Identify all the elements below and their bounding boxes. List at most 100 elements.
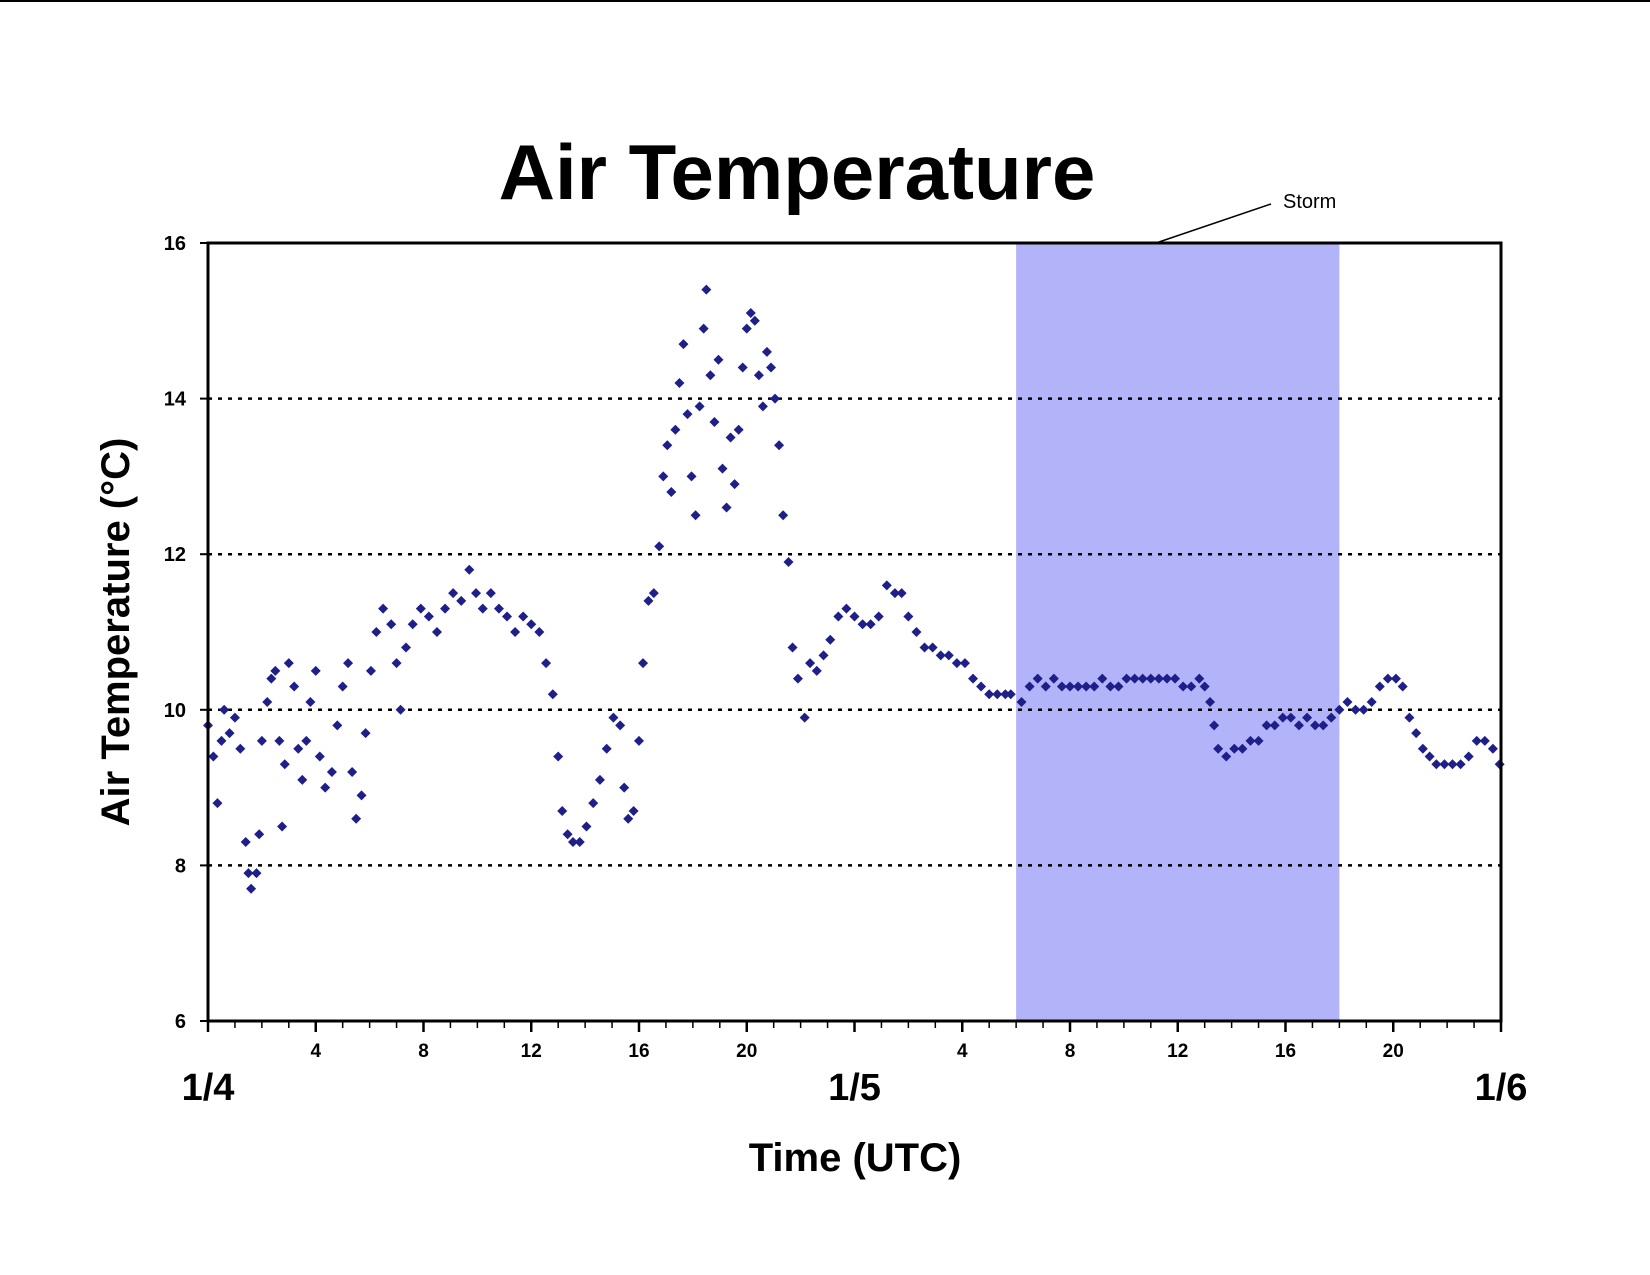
data-point <box>721 502 732 513</box>
data-point <box>1439 759 1450 770</box>
data-point <box>1382 673 1393 684</box>
x-hour-label: 4 <box>957 1041 968 1062</box>
x-day-label: 1/5 <box>828 1067 881 1109</box>
data-point <box>648 588 659 599</box>
data-point <box>1016 697 1027 708</box>
data-point <box>833 611 844 622</box>
chart-title: Air Temperature <box>499 128 1096 216</box>
data-point <box>1048 673 1059 684</box>
data-point <box>1161 673 1172 684</box>
x-axis-title: Time (UTC) <box>749 1136 962 1180</box>
x-hour-label: 12 <box>521 1041 542 1062</box>
data-point <box>658 471 669 482</box>
data-point <box>240 837 251 848</box>
data-point <box>557 805 568 816</box>
data-point <box>594 774 605 785</box>
data-point <box>208 751 219 762</box>
data-point <box>654 541 665 552</box>
y-axis: 6 8 10 12 14 16 <box>164 233 208 1033</box>
data-point <box>670 424 681 435</box>
data-point <box>745 308 756 319</box>
data-point <box>243 868 254 879</box>
x-hour-label: 8 <box>418 1041 429 1062</box>
data-point <box>553 751 564 762</box>
data-point <box>778 510 789 521</box>
data-point <box>1431 759 1442 770</box>
data-point <box>968 673 979 684</box>
data-point <box>765 362 776 373</box>
data-point <box>1129 673 1140 684</box>
data-point <box>1350 704 1361 715</box>
data-point <box>1342 697 1353 708</box>
data-point <box>431 627 442 637</box>
data-point <box>1040 681 1051 692</box>
data-point <box>277 821 288 832</box>
top-rule <box>0 0 1650 2</box>
data-point <box>356 790 367 801</box>
data-point <box>1097 673 1108 684</box>
data-point <box>1471 735 1482 746</box>
data-point <box>541 658 552 669</box>
y-tick-label: 14 <box>164 389 187 411</box>
data-point <box>841 603 852 614</box>
data-point <box>1310 720 1321 731</box>
data-point <box>774 440 785 451</box>
data-point <box>270 665 281 676</box>
data-point <box>1269 720 1280 731</box>
data-point <box>371 627 382 637</box>
data-point <box>391 658 402 669</box>
data-point <box>741 323 752 334</box>
data-point <box>992 689 1003 700</box>
data-point <box>903 611 914 622</box>
data-point <box>360 728 371 739</box>
data-point <box>1424 751 1435 762</box>
data-point <box>502 611 513 622</box>
data-point <box>638 658 649 669</box>
data-point <box>415 603 426 614</box>
data-point <box>1213 743 1224 754</box>
data-point <box>1005 689 1016 700</box>
data-point <box>717 463 728 474</box>
data-point <box>297 774 308 785</box>
data-point <box>440 603 451 614</box>
data-point <box>314 751 325 762</box>
x-hour-label: 8 <box>1065 1041 1076 1062</box>
storm-annotation: Storm <box>1155 191 1336 244</box>
data-point <box>400 642 411 653</box>
data-point <box>615 720 626 731</box>
data-point <box>623 813 634 824</box>
data-point <box>757 401 768 412</box>
data-point <box>666 486 677 497</box>
x-hour-label: 16 <box>628 1041 649 1062</box>
data-point <box>224 728 235 739</box>
data-point <box>1056 681 1067 692</box>
data-point <box>1081 681 1092 692</box>
data-point <box>351 813 362 824</box>
data-point <box>818 650 829 661</box>
data-point <box>1334 704 1345 715</box>
data-point <box>337 681 348 692</box>
data-point <box>1153 673 1164 684</box>
data-point <box>534 627 545 637</box>
data-point <box>737 362 748 373</box>
data-point <box>326 767 337 778</box>
data-point <box>825 634 836 645</box>
x-hour-label: 20 <box>1383 1041 1404 1062</box>
data-point <box>911 627 922 637</box>
data-point <box>1404 712 1415 723</box>
data-point <box>1479 735 1490 746</box>
data-point <box>1447 759 1458 770</box>
data-point <box>1277 712 1288 723</box>
data-point <box>464 564 475 575</box>
data-point <box>634 735 644 746</box>
data-point <box>1326 712 1337 723</box>
data-point <box>251 868 262 879</box>
data-point <box>235 743 246 754</box>
data-point <box>873 611 884 622</box>
data-point <box>729 479 740 490</box>
data-point <box>857 619 868 630</box>
data-point <box>1032 673 1043 684</box>
data-point <box>1221 751 1232 762</box>
